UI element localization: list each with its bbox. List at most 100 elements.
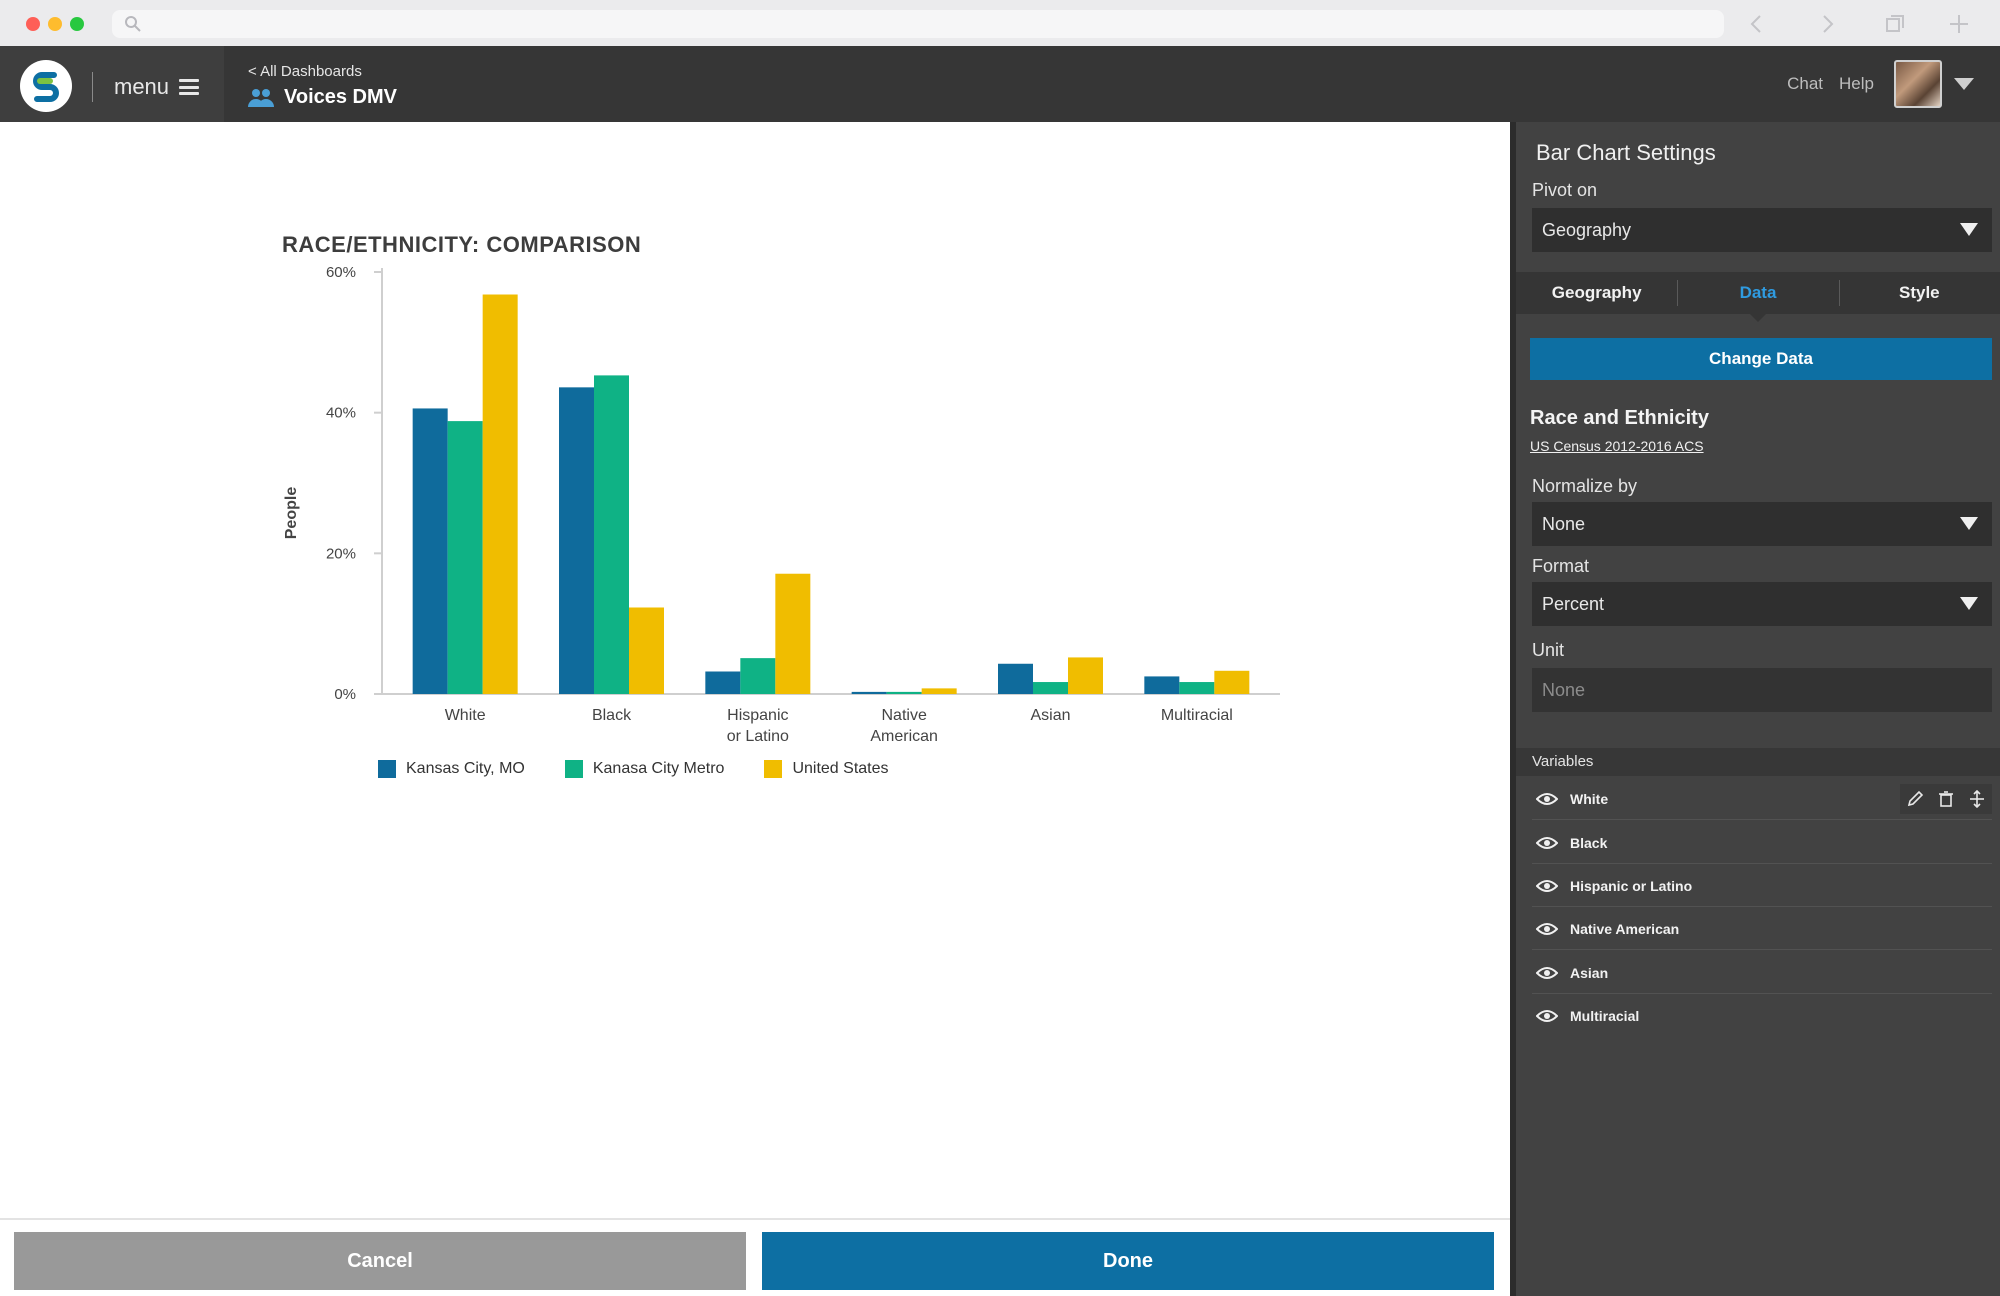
eye-icon[interactable]: [1536, 879, 1558, 893]
variable-row-white[interactable]: White: [1532, 778, 1992, 820]
variable-row-multiracial[interactable]: Multiracial: [1532, 995, 1992, 1037]
normalize-value: None: [1542, 513, 1586, 534]
y-axis-title: People: [283, 487, 300, 540]
chat-link[interactable]: Chat: [1787, 74, 1824, 93]
window-close-button[interactable]: [26, 17, 40, 31]
search-icon: [125, 16, 141, 32]
tab-data[interactable]: Data: [1677, 272, 1838, 322]
page-title: Voices DMV: [248, 86, 397, 109]
change-data-button[interactable]: Change Data: [1530, 338, 1992, 380]
dropdown-arrow-icon: [1960, 517, 1978, 530]
eye-icon[interactable]: [1536, 792, 1558, 806]
divider: [92, 72, 93, 102]
address-bar[interactable]: [112, 10, 1724, 38]
variable-row-asian[interactable]: Asian: [1532, 952, 1992, 994]
legend-item: Kanasa City Metro: [564, 760, 725, 778]
window-minimize-button[interactable]: [48, 17, 62, 31]
trash-icon[interactable]: [1937, 790, 1955, 808]
y-tick-label: 60%: [326, 264, 356, 281]
dropdown-arrow-icon: [1960, 223, 1978, 236]
app-header: menu < All Dashboards Voices DMV Chat He…: [0, 46, 2000, 122]
bar-chart: 0% 20% 40% 60% People White Black Hispanic or La…: [283, 264, 1280, 745]
variable-row-black[interactable]: Black: [1532, 822, 1992, 864]
help-link[interactable]: Help: [1839, 74, 1874, 93]
new-tab-icon[interactable]: [1946, 11, 1972, 37]
x-tick-label: Black: [592, 707, 632, 724]
variable-label: Native American: [1570, 920, 1680, 937]
dropdown-arrow-icon: [1960, 597, 1978, 610]
avatar[interactable]: [1894, 60, 1942, 108]
legend-item: Kansas City, MO: [378, 760, 525, 778]
bar-2-5: [1214, 670, 1250, 694]
forward-arrow-icon[interactable]: [1814, 11, 1840, 37]
x-tick-label: American: [870, 728, 938, 745]
variable-label: Hispanic or Latino: [1570, 877, 1693, 894]
move-icon[interactable]: [1968, 790, 1986, 808]
x-tick-label: Asian: [1030, 707, 1070, 724]
bar-2-4: [1068, 657, 1103, 694]
window-zoom-button[interactable]: [70, 17, 84, 31]
unit-input[interactable]: None: [1532, 668, 1992, 712]
variable-label: Asian: [1570, 964, 1609, 981]
back-arrow-icon[interactable]: [1744, 11, 1770, 37]
eye-icon[interactable]: [1536, 922, 1558, 936]
legend-label: Kanasa City Metro: [592, 760, 725, 777]
menu-button[interactable]: menu: [114, 72, 200, 102]
y-tick-label: 0%: [334, 686, 356, 703]
chart-title: RACE/ETHNICITY: COMPARISON: [282, 232, 642, 257]
variable-row-native-american[interactable]: Native American: [1532, 908, 1992, 950]
format-select[interactable]: Percent: [1532, 582, 1992, 626]
format-label: Format: [1532, 556, 1590, 576]
all-dashboards-link[interactable]: < All Dashboards: [248, 63, 362, 80]
pencil-icon[interactable]: [1906, 790, 1924, 808]
variables-header: Variables: [1516, 748, 2000, 776]
dataset-source-link[interactable]: US Census 2012-2016 ACS: [1530, 438, 1704, 454]
bar-0-2: [705, 671, 741, 694]
x-tick-label: Hispanic: [727, 707, 788, 724]
bar-2-2: [775, 573, 811, 694]
brand-logo-icon[interactable]: [20, 60, 72, 112]
bar-1-2: [740, 658, 776, 694]
bar-1-0: [447, 421, 483, 694]
cancel-button[interactable]: Cancel: [14, 1232, 746, 1290]
settings-panel: Bar Chart Settings Pivot on Geography Ge…: [1510, 122, 2000, 1296]
y-tick-label: 20%: [326, 545, 356, 562]
eye-icon[interactable]: [1536, 1009, 1558, 1023]
settings-tabs: Geography Data Style: [1516, 272, 2000, 322]
tab-geography[interactable]: Geography: [1551, 283, 1642, 302]
pivot-label: Pivot on: [1532, 180, 1598, 200]
y-tick-label: 40%: [326, 405, 356, 422]
bar-0-0: [412, 408, 448, 694]
normalize-select[interactable]: None: [1532, 502, 1992, 546]
bar-2-1: [629, 607, 664, 694]
x-tick-label: Native: [881, 707, 926, 724]
x-tick-label: or Latino: [727, 728, 789, 745]
chart-canvas: RACE/ETHNICITY: COMPARISON 0% 20% 40% 60% Pe…: [0, 122, 1510, 1296]
legend-item: United States: [764, 760, 889, 778]
tabs-overview-icon[interactable]: [1882, 11, 1908, 37]
chart-legend: Kansas City, MO Kanasa City Metro United S…: [378, 760, 889, 778]
legend-swatch: [764, 760, 783, 778]
done-button[interactable]: Done: [762, 1232, 1494, 1290]
tab-style[interactable]: Style: [1838, 272, 2000, 314]
legend-label: United States: [792, 760, 889, 777]
variable-label: White: [1570, 790, 1609, 807]
people-icon: [248, 88, 274, 107]
menu-label: menu: [114, 74, 170, 99]
bar-1-1: [594, 375, 629, 694]
bar-1-4: [1033, 682, 1068, 694]
x-tick-label: White: [445, 707, 486, 724]
variable-row-hispanic-or-latino[interactable]: Hispanic or Latino: [1532, 865, 1992, 907]
divider: [0, 1218, 1510, 1220]
bar-0-5: [1144, 676, 1180, 694]
eye-icon[interactable]: [1536, 836, 1558, 850]
pivot-select[interactable]: Geography: [1532, 208, 1992, 252]
bar-2-0: [482, 294, 518, 694]
chevron-down-icon[interactable]: [1954, 78, 1974, 90]
variable-label: Black: [1570, 834, 1608, 851]
variable-label: Multiracial: [1570, 1008, 1640, 1024]
legend-swatch: [378, 760, 396, 778]
normalize-label: Normalize by: [1532, 476, 1638, 496]
header-actions: Chat Help: [1787, 60, 1974, 108]
eye-icon[interactable]: [1536, 966, 1558, 980]
